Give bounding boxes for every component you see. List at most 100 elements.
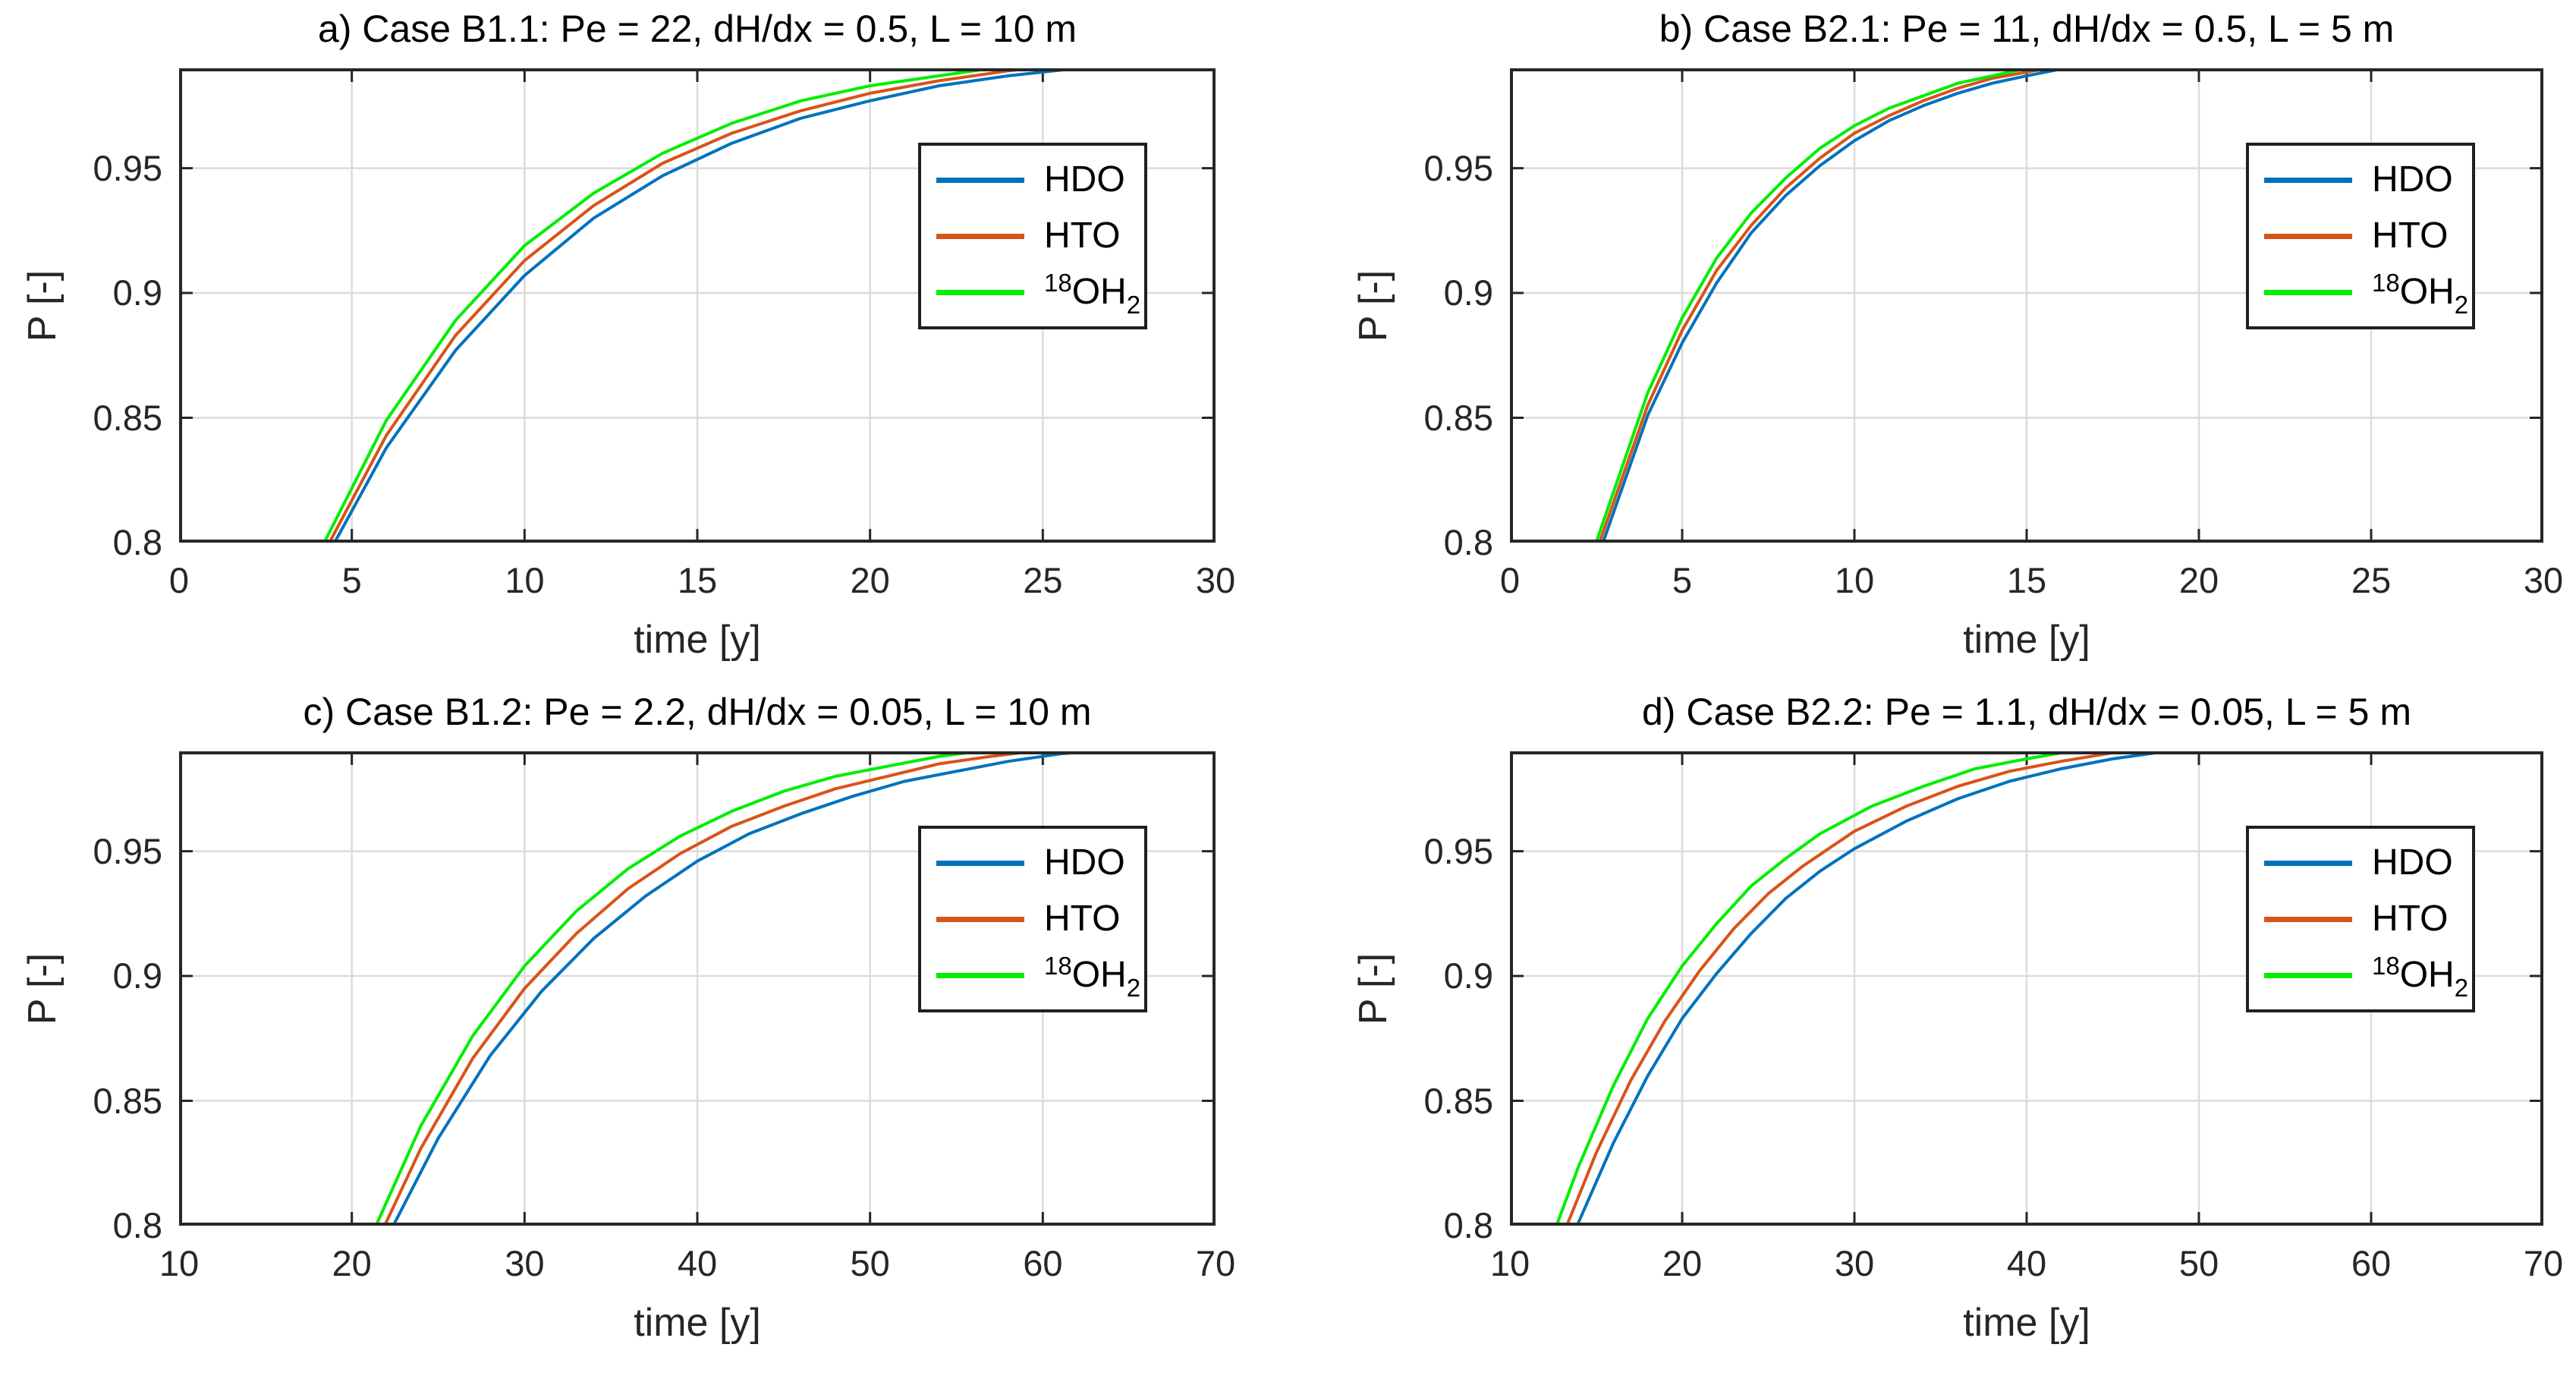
panel-a-legend: HDO HTO 18OH2 [918, 143, 1147, 329]
legend-label: HTO [1044, 216, 1121, 256]
y-tick-label: 0.8 [1443, 522, 1493, 562]
y-tick-label: 0.9 [112, 272, 162, 313]
y-tick-label: 0.9 [112, 955, 162, 996]
legend-line-sample [936, 972, 1024, 978]
legend-item-HTO: HTO [936, 218, 1138, 254]
legend-label: HDO [2372, 842, 2453, 883]
legend-item-HDO: HDO [936, 845, 1138, 881]
x-tick-label: 10 [1834, 560, 1875, 600]
panel-a-x-axis-label: time [y] [634, 618, 761, 662]
x-tick-label: 25 [1023, 560, 1063, 600]
series-line-HTO [1598, 68, 2049, 543]
x-tick-label: 10 [505, 560, 545, 600]
legend-item-HTO: HTO [936, 901, 1138, 937]
axis-box [1510, 68, 2543, 543]
x-tick-label: 0 [1499, 560, 1521, 600]
series-line-18OH2 [374, 751, 981, 1226]
x-tick-label: 0 [168, 560, 190, 600]
x-tick-label: 25 [2351, 560, 2392, 600]
panel-c-plot-area [179, 751, 1216, 1226]
y-tick-label: 0.8 [1443, 1205, 1493, 1245]
legend-item-HDO: HDO [2264, 162, 2466, 198]
y-tick-label: 0.8 [112, 522, 162, 562]
legend-line-sample [2264, 972, 2352, 978]
panel-d-x-axis-label: time [y] [1963, 1301, 2090, 1345]
legend-item-18OH2: 18OH2 [2264, 268, 2469, 320]
series-line-HTO [1565, 751, 2123, 1226]
panel-d-title: d) Case B2.2: Pe = 1.1, dH/dx = 0.05, L … [1641, 691, 2411, 733]
legend-label: HTO [2372, 899, 2449, 939]
y-tick-label: 0.95 [1423, 147, 1493, 188]
legend-line-sample [936, 860, 1024, 866]
axis-box [179, 751, 1216, 1226]
legend-line-sample [2264, 860, 2352, 866]
x-tick-label: 70 [1195, 1243, 1236, 1283]
panel-c-legend: HDO HTO 18OH2 [918, 826, 1147, 1012]
panel-d-plot-area [1510, 751, 2543, 1226]
legend-label: 18OH2 [2372, 951, 2469, 1003]
legend-line-sample [2264, 289, 2352, 295]
legend-label: HDO [1044, 159, 1125, 200]
y-tick-label: 0.95 [93, 147, 162, 188]
legend-item-18OH2: 18OH2 [2264, 951, 2469, 1003]
legend-item-HTO: HTO [2264, 218, 2466, 254]
panel-c-y-axis-label: P [-] [20, 952, 64, 1025]
x-tick-label: 40 [2006, 1243, 2047, 1283]
x-tick-label: 10 [1489, 1243, 1530, 1283]
series-line-18OH2 [1594, 68, 2028, 543]
legend-line-sample [936, 289, 1024, 295]
x-tick-label: 30 [1195, 560, 1236, 600]
series-line-HDO [1575, 751, 2168, 1226]
legend-item-HTO: HTO [2264, 901, 2466, 937]
legend-label: 18OH2 [2372, 268, 2469, 320]
series-line-HTO [382, 751, 1034, 1226]
legend-label: HDO [2372, 159, 2453, 200]
y-tick-label: 0.9 [1443, 272, 1493, 313]
legend-label: 18OH2 [1044, 268, 1141, 320]
panel-a-plot-area [179, 68, 1216, 543]
legend-line-sample [936, 916, 1024, 922]
x-tick-label: 20 [332, 1243, 372, 1283]
x-tick-label: 5 [341, 560, 362, 600]
y-tick-label: 0.85 [93, 397, 162, 438]
x-tick-label: 30 [505, 1243, 545, 1283]
panel-b-title: b) Case B2.1: Pe = 11, dH/dx = 0.5, L = … [1659, 8, 2395, 50]
series-line-HTO [328, 68, 1034, 543]
legend-line-sample [2264, 177, 2352, 183]
legend-label: HTO [2372, 216, 2449, 256]
legend-line-sample [936, 177, 1024, 183]
x-tick-label: 15 [677, 560, 718, 600]
y-tick-label: 0.8 [112, 1205, 162, 1245]
panel-b-legend: HDO HTO 18OH2 [2246, 143, 2475, 329]
x-tick-label: 50 [850, 1243, 890, 1283]
x-tick-label: 50 [2178, 1243, 2219, 1283]
y-tick-label: 0.85 [93, 1080, 162, 1121]
panel-b-plot-area [1510, 68, 2543, 543]
x-tick-label: 20 [2178, 560, 2219, 600]
panel-b-y-axis-label: P [-] [1351, 269, 1395, 342]
legend-item-HDO: HDO [2264, 845, 2466, 881]
panel-d-legend: HDO HTO 18OH2 [2246, 826, 2475, 1012]
x-tick-label: 15 [2006, 560, 2047, 600]
legend-line-sample [936, 233, 1024, 239]
legend-label: 18OH2 [1044, 951, 1141, 1003]
series-line-HDO [392, 751, 1093, 1226]
y-tick-label: 0.95 [93, 830, 162, 871]
legend-label: HTO [1044, 899, 1121, 939]
panel-a-title: a) Case B1.1: Pe = 22, dH/dx = 0.5, L = … [317, 8, 1077, 50]
x-tick-label: 60 [2351, 1243, 2392, 1283]
panel-a-y-axis-label: P [-] [20, 269, 64, 342]
x-tick-label: 10 [159, 1243, 200, 1283]
series-line-HDO [332, 68, 1079, 543]
legend-item-HDO: HDO [936, 162, 1138, 198]
panel-b-x-axis-label: time [y] [1963, 618, 2090, 662]
x-tick-label: 30 [2523, 560, 2564, 600]
legend-item-18OH2: 18OH2 [936, 268, 1141, 320]
legend-line-sample [2264, 916, 2352, 922]
series-line-18OH2 [322, 68, 992, 543]
x-tick-label: 70 [2523, 1243, 2564, 1283]
